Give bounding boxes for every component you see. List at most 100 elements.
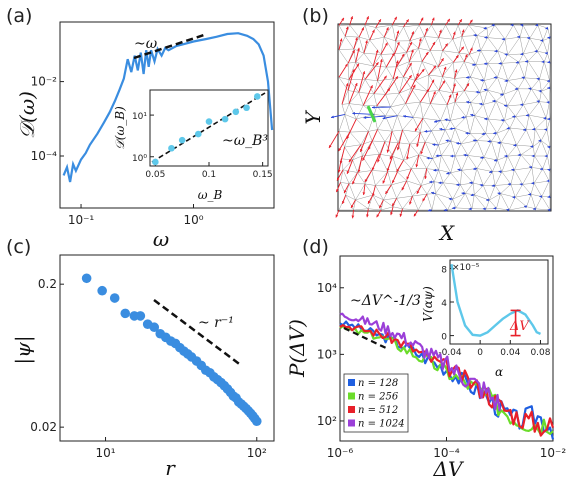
arrow-head [375,62,379,66]
arrow-head [364,179,368,183]
arrow-head [396,168,400,172]
y-tick-label: 10⁻⁴ [31,149,58,163]
arrow-head [513,143,517,147]
legend-label: n = 1024 [358,419,405,430]
arrow-head [377,159,380,163]
arrow-head [465,131,469,135]
arrow-head [491,184,495,187]
series-line [62,32,274,183]
slope-annotation: ~ r⁻¹ [198,315,234,331]
arrow-head [506,208,510,212]
inset-y-tick-label: 10¹ [132,112,147,122]
arrow-head [456,142,459,145]
arrow-head [335,214,339,218]
arrow-head [477,49,480,52]
arrow-head [507,182,511,186]
arrow-head [528,87,532,91]
displacement-arrow [359,131,369,153]
inset-y-tick-label: 10⁰ [132,154,147,164]
y-tick-label: 10³ [317,347,337,361]
inset-slope-annotation: ~ω_B³ [222,133,268,149]
arrow-head [345,26,349,30]
inset-y-tick-label: 0 [441,333,447,343]
arrow-head [497,192,501,195]
arrow-head [390,212,393,216]
arrow-head [520,52,524,56]
arrow-head [336,189,339,193]
x-tick-label: 10⁻² [540,446,567,460]
arrow-head [426,89,429,92]
arrow-head [514,87,518,91]
arrow-head [498,170,502,174]
arrow-head [547,168,551,172]
arrow-head [331,115,334,119]
arrow-head [455,92,459,96]
arrow-head [409,62,412,66]
displacement-arrow [376,87,391,107]
displacement-arrow [338,131,351,152]
arrow-head [535,23,539,27]
arrow-head [494,158,497,162]
panel-c-frame [59,254,275,442]
arrow-head [339,38,343,42]
inset-y-axis-label: 𝒟(ω_B) [113,106,127,150]
slope-guide-line [133,32,208,60]
arrow-head [529,166,533,169]
arrow-head [532,127,536,131]
arrow-head [434,119,437,123]
arrow-head [504,79,508,83]
arrow-head [461,29,465,33]
panel-label-c: (c) [6,236,31,258]
arrow-head [385,191,389,194]
inset-data-point [178,136,186,144]
arrow-head [546,179,550,183]
arrow-head [447,18,450,22]
inset-data-point [194,130,202,138]
arrow-head [427,208,431,212]
arrow-head [382,180,386,184]
arrow-head [409,201,412,205]
x-tick-label: 10⁰ [183,213,203,227]
arrow-head [521,76,525,80]
arrow-head [338,148,342,152]
arrow-head [445,43,448,47]
arrow-head [418,38,422,42]
arrow-head [519,183,523,186]
x-axis-label: X [438,221,455,245]
arrow-head [448,94,452,98]
arrow-head [466,83,469,87]
arrow-head [395,76,398,80]
x-axis-label: ω [153,227,169,251]
displacement-arrow [371,154,380,171]
arrow-head [482,207,486,211]
inset-y-multiplier: ×10⁻⁵ [452,263,480,273]
arrow-head [491,23,495,27]
arrow-head [547,145,551,149]
arrow-head [425,28,428,31]
arrow-head [493,206,497,210]
arrow-head [524,205,527,209]
inset-x-tick-label: 0.08 [530,348,550,358]
arrow-head [547,208,551,212]
arrow-head [376,214,380,218]
arrow-head [473,33,477,37]
arrow-head [484,36,487,39]
arrow-head [489,170,492,174]
y-tick-label: 0.02 [30,420,57,434]
arrow-head [361,27,364,31]
series-line [339,312,501,412]
arrow-head [515,60,519,64]
arrow-head [473,167,476,171]
arrow-head [409,41,412,45]
x-tick-label: 10¹ [95,446,115,460]
inset-y-axis-label: V(αψ) [421,286,435,322]
arrow-head [452,31,456,35]
delta-v-label: ΔV [509,319,530,334]
arrow-head [523,128,526,132]
arrow-head [512,195,515,199]
arrow-head [392,180,395,184]
arrow-head [363,116,367,119]
displacement-arrow [403,62,412,78]
arrow-head [431,17,435,21]
panel-a-frame [59,21,275,209]
